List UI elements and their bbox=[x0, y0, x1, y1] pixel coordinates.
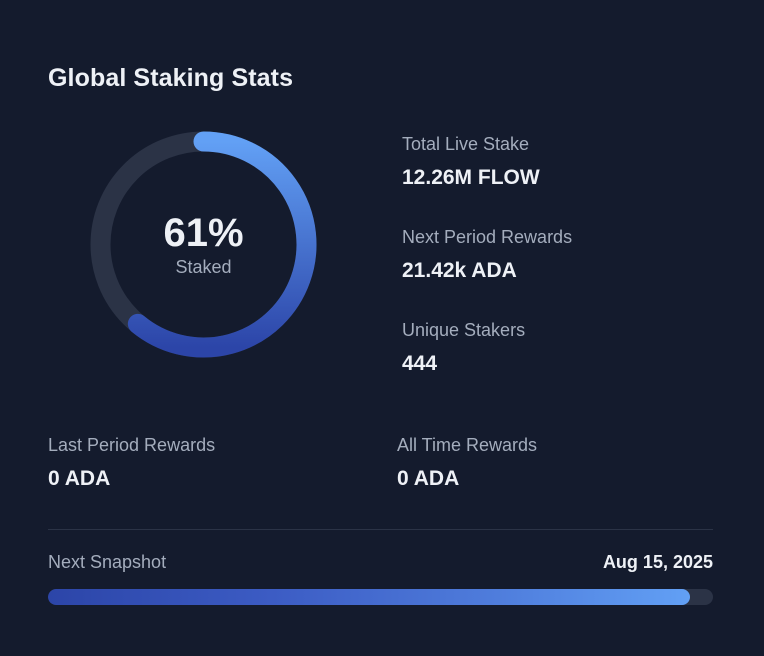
stat-label: Total Live Stake bbox=[402, 134, 530, 154]
stat-value: 0 ADA bbox=[397, 467, 460, 490]
stat-label: All Time Rewards bbox=[397, 435, 538, 455]
snapshot-progress-bar bbox=[48, 589, 713, 605]
stat-label: Last Period Rewards bbox=[48, 435, 216, 455]
next-snapshot-date: Aug 15, 2025 bbox=[602, 552, 713, 572]
snapshot-progress-fill bbox=[48, 589, 690, 605]
stat-total-live-stake: Total Live Stake 12.26M FLOW bbox=[402, 133, 540, 191]
stat-value: 21.42k ADA bbox=[402, 259, 517, 282]
staked-ring-chart: 61% Staked bbox=[90, 131, 317, 358]
stat-label: Unique Stakers bbox=[402, 320, 526, 340]
card-title: Global Staking Stats bbox=[48, 64, 294, 92]
stat-next-period-rewards: Next Period Rewards 21.42k ADA bbox=[402, 226, 572, 284]
stat-unique-stakers: Unique Stakers 444 bbox=[402, 319, 525, 377]
staked-ring-svg bbox=[90, 131, 317, 358]
stat-all-time-rewards: All Time Rewards 0 ADA bbox=[397, 434, 537, 492]
stat-last-period-rewards: Last Period Rewards 0 ADA bbox=[48, 434, 215, 492]
next-snapshot-label: Next Snapshot bbox=[48, 552, 167, 572]
stat-value: 444 bbox=[402, 352, 438, 375]
staked-label: Staked bbox=[175, 256, 232, 277]
stat-value: 0 ADA bbox=[48, 467, 111, 490]
stat-value: 12.26M FLOW bbox=[402, 166, 540, 189]
ring-center: 61% Staked bbox=[90, 131, 317, 358]
ring-progress-arc bbox=[127, 131, 317, 358]
stat-label: Next Period Rewards bbox=[402, 227, 573, 247]
staked-percent: 61% bbox=[163, 210, 244, 255]
divider bbox=[48, 529, 713, 530]
